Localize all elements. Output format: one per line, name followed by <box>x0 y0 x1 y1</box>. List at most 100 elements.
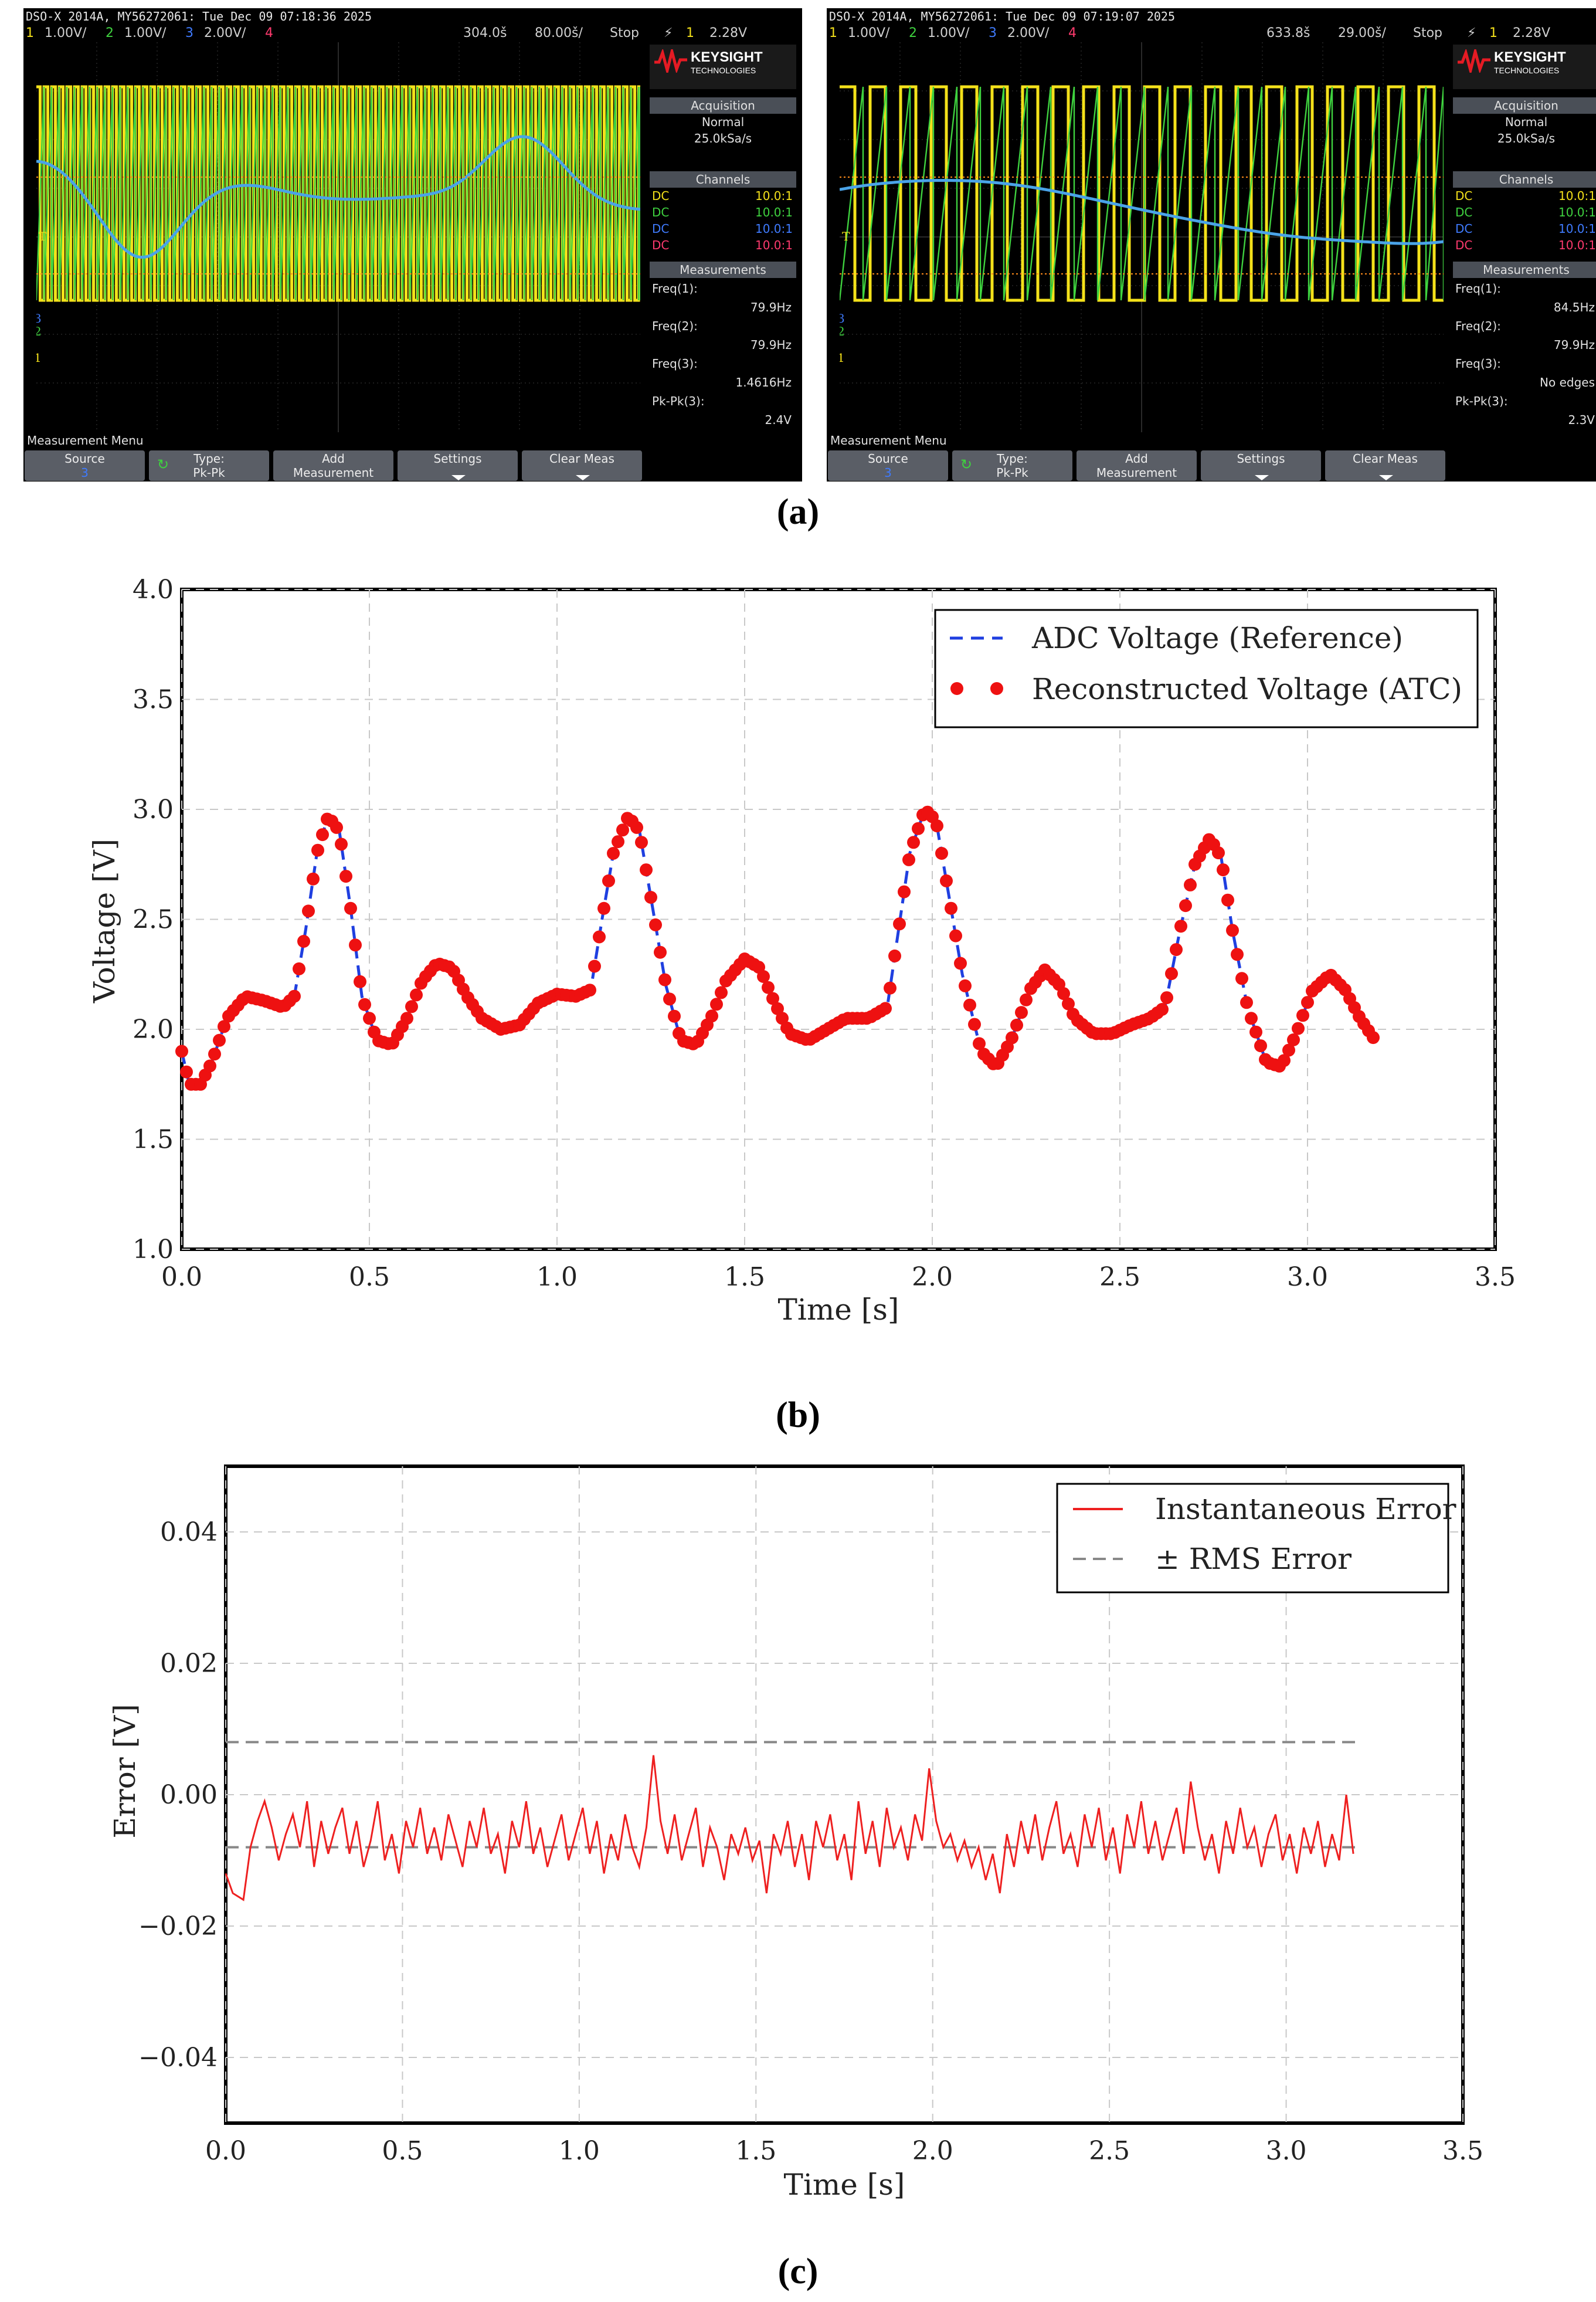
atc-data-point <box>630 821 643 834</box>
add-measurement-softkey[interactable]: Add Measurement <box>273 450 393 481</box>
settings-softkey[interactable]: Settings <box>1201 450 1321 481</box>
atc-data-point <box>931 819 943 833</box>
atc-data-point <box>898 885 911 899</box>
keysight-logo: KEYSIGHT TECHNOLOGIES <box>650 45 796 89</box>
timebase-scale: 80.00š/ <box>535 26 583 40</box>
x-tick-label: 0.0 <box>205 2136 246 2166</box>
side-panel: KEYSIGHT TECHNOLOGIES Acquisition Normal… <box>1447 43 1596 433</box>
ch3-signal-trace <box>840 179 1444 245</box>
clear-meas-softkey[interactable]: Clear Meas <box>1325 450 1445 481</box>
atc-data-point <box>766 992 779 1005</box>
atc-data-point <box>1249 1025 1262 1039</box>
acquisition-mode: Normal <box>1505 115 1548 129</box>
ch2-number: 2 <box>106 26 114 40</box>
settings-softkey[interactable]: Settings <box>398 450 518 481</box>
channels-header: Channels <box>650 171 796 188</box>
source-softkey[interactable]: Source 3 <box>828 450 948 481</box>
type-softkey[interactable]: ↻ Type: Pk-Pk <box>149 450 269 481</box>
atc-data-point <box>1231 948 1244 961</box>
legend-label-reference: ADC Voltage (Reference) <box>1031 621 1403 655</box>
channel-row: DC 10.0:1 <box>1455 238 1596 252</box>
atc-data-point <box>959 979 972 992</box>
atc-data-point <box>311 843 324 857</box>
atc-data-point <box>945 901 957 915</box>
atc-data-point <box>879 1002 892 1015</box>
ch1-number: 1 <box>829 26 837 40</box>
chart-legend: Instantaneous Error ± RMS Error <box>1056 1483 1456 1594</box>
x-tick-label: 1.5 <box>724 1262 765 1292</box>
ch3-scale: 2.00V/ <box>1007 26 1050 40</box>
atc-data-point <box>1006 1031 1018 1045</box>
chart-legend: ADC Voltage (Reference) Reconstructed Vo… <box>934 609 1479 728</box>
ch2-marker: 2 <box>840 324 845 338</box>
acquisition-header: Acquisition <box>1453 97 1596 114</box>
atc-data-point <box>1245 1012 1258 1025</box>
atc-data-point <box>935 847 948 860</box>
series-reconstructed-atc <box>175 805 1380 1091</box>
trigger-icon: ⚡ <box>664 26 673 40</box>
x-tick-label: 1.0 <box>559 2136 600 2166</box>
x-tick-label: 1.0 <box>536 1262 578 1292</box>
y-tick-label: 4.0 <box>133 575 174 605</box>
atc-data-point <box>1282 1043 1295 1057</box>
atc-data-point <box>710 998 723 1011</box>
y-tick-label: 1.5 <box>133 1125 174 1155</box>
ch3-number: 3 <box>185 26 193 40</box>
atc-data-point <box>288 989 301 1003</box>
legend-swatch-atc-dot <box>990 682 1003 695</box>
run-state: Stop <box>610 26 640 40</box>
brand-subtitle: TECHNOLOGIES <box>1494 66 1560 75</box>
keysight-logo: KEYSIGHT TECHNOLOGIES <box>1453 45 1596 89</box>
add-measurement-softkey[interactable]: Add Measurement <box>1077 450 1197 481</box>
acquisition-header: Acquisition <box>650 97 796 114</box>
channels-header: Channels <box>1453 171 1596 188</box>
y-axis-label: Error [V] <box>108 1704 142 1838</box>
y-tick-label: 2.0 <box>133 1015 174 1045</box>
atc-data-point <box>583 984 596 997</box>
run-state: Stop <box>1413 26 1443 40</box>
atc-data-point <box>302 904 315 918</box>
atc-data-point <box>1057 987 1070 1001</box>
atc-data-point <box>771 1002 784 1015</box>
x-tick-label: 2.0 <box>912 2136 953 2166</box>
legend-label-rms: ± RMS Error <box>1155 1542 1351 1576</box>
atc-data-point <box>218 1020 230 1033</box>
y-tick-label: 0.00 <box>160 1780 218 1810</box>
ch1-scale: 1.00V/ <box>848 26 890 40</box>
atc-data-point <box>335 838 348 851</box>
legend-label-error: Instantaneous Error <box>1155 1492 1456 1526</box>
atc-data-point <box>884 981 897 995</box>
scope-screenshot-right: DSO-X 2014A, MY56272061: Tue Dec 09 07:1… <box>827 8 1596 482</box>
type-softkey[interactable]: ↻ Type: Pk-Pk <box>952 450 1072 481</box>
atc-data-point <box>663 992 676 1006</box>
x-tick-label: 3.0 <box>1266 2136 1307 2166</box>
x-tick-label: 2.5 <box>1099 1262 1140 1292</box>
y-tick-label: 1.0 <box>133 1235 174 1264</box>
atc-data-point <box>344 901 357 915</box>
timebase-position: 633.8š <box>1266 26 1310 40</box>
atc-data-point <box>940 874 953 887</box>
atc-data-point <box>776 1012 789 1025</box>
channel-row: DC 10.0:1 <box>1455 189 1596 203</box>
caption-c: (c) <box>777 2252 819 2291</box>
atc-data-point <box>602 874 615 887</box>
x-ticks: 0.0 0.5 1.0 1.5 2.0 2.5 3.0 3.5 <box>205 2136 1483 2166</box>
atc-data-point <box>1184 878 1197 891</box>
atc-data-point <box>180 1065 193 1079</box>
trigger-level: 2.28V <box>1513 26 1551 40</box>
atc-data-point <box>1010 1018 1023 1032</box>
trigger-icon: ⚡ <box>1467 26 1476 40</box>
atc-data-point <box>635 836 648 849</box>
atc-data-point <box>705 1009 718 1023</box>
atc-data-point <box>612 835 624 849</box>
atc-data-point <box>293 962 305 975</box>
clear-meas-softkey[interactable]: Clear Meas <box>522 450 642 481</box>
submenu-arrow-icon <box>1255 475 1269 480</box>
cycle-icon: ↻ <box>157 456 169 473</box>
source-softkey[interactable]: Source 3 <box>25 450 145 481</box>
ch2-number: 2 <box>909 26 917 40</box>
atc-data-point <box>297 935 310 948</box>
atc-data-point <box>762 981 775 994</box>
atc-data-point <box>973 1037 986 1050</box>
x-axis-label: Time [s] <box>784 2168 905 2202</box>
